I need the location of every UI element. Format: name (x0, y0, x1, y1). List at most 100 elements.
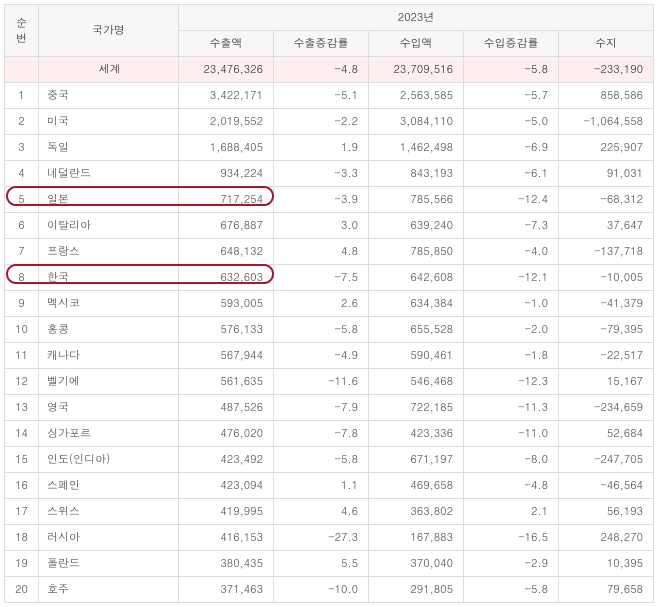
country-cell: 폴란드 (39, 551, 179, 577)
export-growth-cell: 3.0 (274, 213, 369, 239)
export-value-cell: 676,887 (179, 213, 274, 239)
export-value-cell: 567,944 (179, 343, 274, 369)
rank-cell: 4 (5, 161, 39, 187)
country-cell: 멕시코 (39, 291, 179, 317)
export-growth-cell: 4.6 (274, 499, 369, 525)
import-growth-cell: -11.3 (464, 395, 559, 421)
table-head: 순번 국가명 2023년 수출액 수출증감률 수입액 수입증감률 수지 (5, 5, 654, 57)
table-row: 1중국3,422,171-5.12,563,585-5.7858,586 (5, 83, 654, 109)
balance-cell: -68,312 (559, 187, 654, 213)
balance-cell: -46,564 (559, 473, 654, 499)
country-cell: 네덜란드 (39, 161, 179, 187)
import-growth-cell: -7.3 (464, 213, 559, 239)
export-value-cell: 487,526 (179, 395, 274, 421)
rank-cell: 9 (5, 291, 39, 317)
table-row: 17스위스419,9954.6363,8022.156,193 (5, 499, 654, 525)
import-growth-cell: -1.8 (464, 343, 559, 369)
export-value-cell: 1,688,405 (179, 135, 274, 161)
export-growth-cell: -7.9 (274, 395, 369, 421)
import-growth-cell: -4.0 (464, 239, 559, 265)
import-value-cell: 634,384 (369, 291, 464, 317)
world-export-value: 23,476,326 (179, 57, 274, 83)
table-row: 10홍콩576,133-5.8655,528-2.0-79,395 (5, 317, 654, 343)
export-value-cell: 419,995 (179, 499, 274, 525)
rank-cell: 14 (5, 421, 39, 447)
import-growth-cell: 2.1 (464, 499, 559, 525)
balance-cell: -1,064,558 (559, 109, 654, 135)
rank-cell: 2 (5, 109, 39, 135)
import-growth-cell: -12.3 (464, 369, 559, 395)
country-cell: 독일 (39, 135, 179, 161)
table-row: 8한국632,603-7.5642,608-12.1-10,005 (5, 265, 654, 291)
import-value-cell: 1,462,498 (369, 135, 464, 161)
rank-cell: 19 (5, 551, 39, 577)
balance-cell: -247,705 (559, 447, 654, 473)
th-rank: 순번 (5, 5, 39, 57)
country-cell: 홍콩 (39, 317, 179, 343)
country-cell: 싱가포르 (39, 421, 179, 447)
balance-cell: 15,167 (559, 369, 654, 395)
balance-cell: -22,517 (559, 343, 654, 369)
balance-cell: -234,659 (559, 395, 654, 421)
import-growth-cell: -1.0 (464, 291, 559, 317)
export-growth-cell: 4.8 (274, 239, 369, 265)
import-growth-cell: -6.9 (464, 135, 559, 161)
export-growth-cell: -7.8 (274, 421, 369, 447)
export-growth-cell: 2.6 (274, 291, 369, 317)
import-value-cell: 469,658 (369, 473, 464, 499)
table-row: 15인도(인디아)423,492-5.8671,197-8.0-247,705 (5, 447, 654, 473)
rank-cell: 7 (5, 239, 39, 265)
export-growth-cell: -7.5 (274, 265, 369, 291)
rank-cell: 18 (5, 525, 39, 551)
export-value-cell: 648,132 (179, 239, 274, 265)
import-value-cell: 655,528 (369, 317, 464, 343)
table-row: 5일본717,254-3.9785,566-12.4-68,312 (5, 187, 654, 213)
country-cell: 영국 (39, 395, 179, 421)
country-cell: 프랑스 (39, 239, 179, 265)
country-cell: 이탈리아 (39, 213, 179, 239)
import-growth-cell: -6.1 (464, 161, 559, 187)
balance-cell: 79,658 (559, 577, 654, 603)
export-growth-cell: -2.2 (274, 109, 369, 135)
export-growth-cell: 1.9 (274, 135, 369, 161)
country-cell: 중국 (39, 83, 179, 109)
import-value-cell: 671,197 (369, 447, 464, 473)
table-row: 12벨기에561,635-11.6546,468-12.315,167 (5, 369, 654, 395)
country-cell: 호주 (39, 577, 179, 603)
import-value-cell: 2,563,585 (369, 83, 464, 109)
world-balance: -233,190 (559, 57, 654, 83)
balance-cell: 10,395 (559, 551, 654, 577)
table-row: 13영국487,526-7.9722,185-11.3-234,659 (5, 395, 654, 421)
import-value-cell: 843,193 (369, 161, 464, 187)
country-cell: 스위스 (39, 499, 179, 525)
import-growth-cell: -5.7 (464, 83, 559, 109)
rank-cell: 20 (5, 577, 39, 603)
rank-cell: 10 (5, 317, 39, 343)
th-country: 국가명 (39, 5, 179, 57)
th-import-value: 수입액 (369, 31, 464, 57)
export-value-cell: 2,019,552 (179, 109, 274, 135)
export-growth-cell: -11.6 (274, 369, 369, 395)
th-export-growth: 수출증감률 (274, 31, 369, 57)
table-row: 9멕시코593,0052.6634,384-1.0-41,379 (5, 291, 654, 317)
export-growth-cell: -4.9 (274, 343, 369, 369)
rank-cell: 11 (5, 343, 39, 369)
import-value-cell: 546,468 (369, 369, 464, 395)
rank-cell: 6 (5, 213, 39, 239)
export-growth-cell: -5.8 (274, 317, 369, 343)
balance-cell: -79,395 (559, 317, 654, 343)
country-cell: 스페인 (39, 473, 179, 499)
country-cell: 러시아 (39, 525, 179, 551)
rank-cell: 1 (5, 83, 39, 109)
table-body: 세계23,476,326-4.823,709,516-5.8-233,1901중… (5, 57, 654, 603)
world-rank-cell (5, 57, 39, 83)
export-growth-cell: -3.3 (274, 161, 369, 187)
world-import-value: 23,709,516 (369, 57, 464, 83)
balance-cell: -137,718 (559, 239, 654, 265)
th-balance: 수지 (559, 31, 654, 57)
import-growth-cell: -5.0 (464, 109, 559, 135)
table-row: 3독일1,688,4051.91,462,498-6.9225,907 (5, 135, 654, 161)
country-cell: 일본 (39, 187, 179, 213)
table-row: 11캐나다567,944-4.9590,461-1.8-22,517 (5, 343, 654, 369)
import-growth-cell: -12.4 (464, 187, 559, 213)
